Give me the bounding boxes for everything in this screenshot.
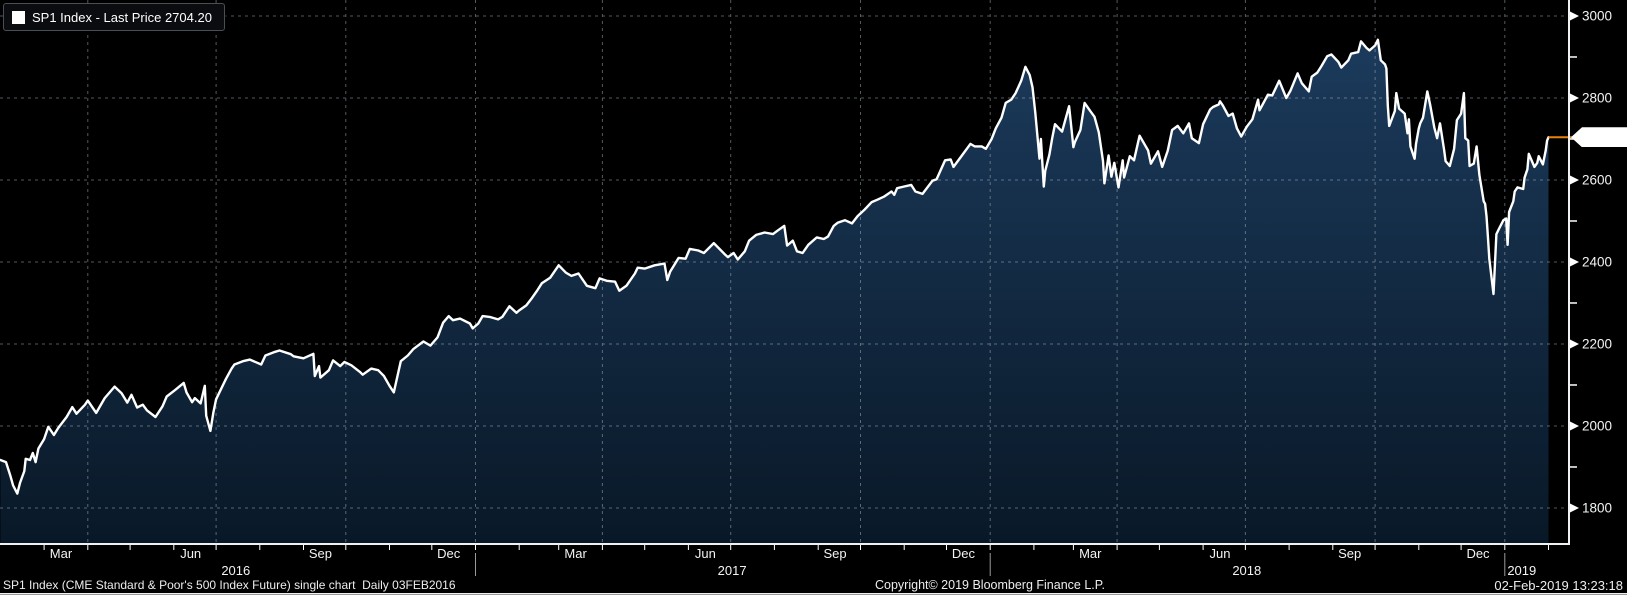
y-axis-ticks: 1800 2000 2200 2400 2600 2800 3000 (1570, 8, 1612, 515)
y-tick-label: 2000 (1582, 418, 1612, 433)
area-fill (0, 39, 1549, 545)
x-tick-label: Sep (824, 546, 847, 561)
x-tick-label: Mar (50, 546, 73, 561)
legend[interactable]: SP1 Index - Last Price 2704.20 (3, 3, 225, 31)
series-swatch-icon (12, 10, 25, 24)
y-tick-label: 2600 (1582, 172, 1612, 187)
timestamp: 02-Feb-2019 13:23:18 (1494, 578, 1623, 593)
x-tick-label: Mar (564, 546, 587, 561)
x-tick-label: Dec (437, 546, 461, 561)
price-line (0, 38, 1550, 495)
gridlines (0, 0, 1568, 543)
y-tick-label: 1800 (1582, 500, 1612, 515)
last-price-tag: 2704.20 (1571, 127, 1627, 148)
y-tick-label: 2800 (1582, 90, 1612, 105)
legend-label: SP1 Index - Last Price 2704.20 (32, 9, 212, 25)
x-axis-ticks: Mar Jun Sep Dec Mar Jun Sep Dec Mar Jun Sep Dec 2016… (43, 545, 1549, 578)
x-tick-label: Sep (309, 546, 332, 561)
x-tick-label: Jun (180, 546, 201, 561)
x-tick-label: Dec (1466, 546, 1490, 561)
y-tick-label: 2400 (1582, 254, 1612, 269)
x-year-label: 2016 (221, 563, 250, 578)
x-year-label: 2017 (718, 563, 747, 578)
x-tick-label: Dec (952, 546, 976, 561)
y-tick-label: 3000 (1582, 8, 1612, 23)
x-tick-label: Mar (1079, 546, 1102, 561)
x-tick-label: Jun (695, 546, 716, 561)
x-tick-label: Sep (1338, 546, 1361, 561)
chart-description: SP1 Index (CME Standard & Poor's 500 Ind… (3, 578, 456, 592)
y-tick-label: 2200 (1582, 336, 1612, 351)
x-tick-label: Jun (1210, 546, 1231, 561)
copyright-notice: Copyright© 2019 Bloomberg Finance L.P. (875, 578, 1105, 592)
x-year-label: 2019 (1507, 563, 1536, 578)
x-year-label: 2018 (1232, 563, 1261, 578)
